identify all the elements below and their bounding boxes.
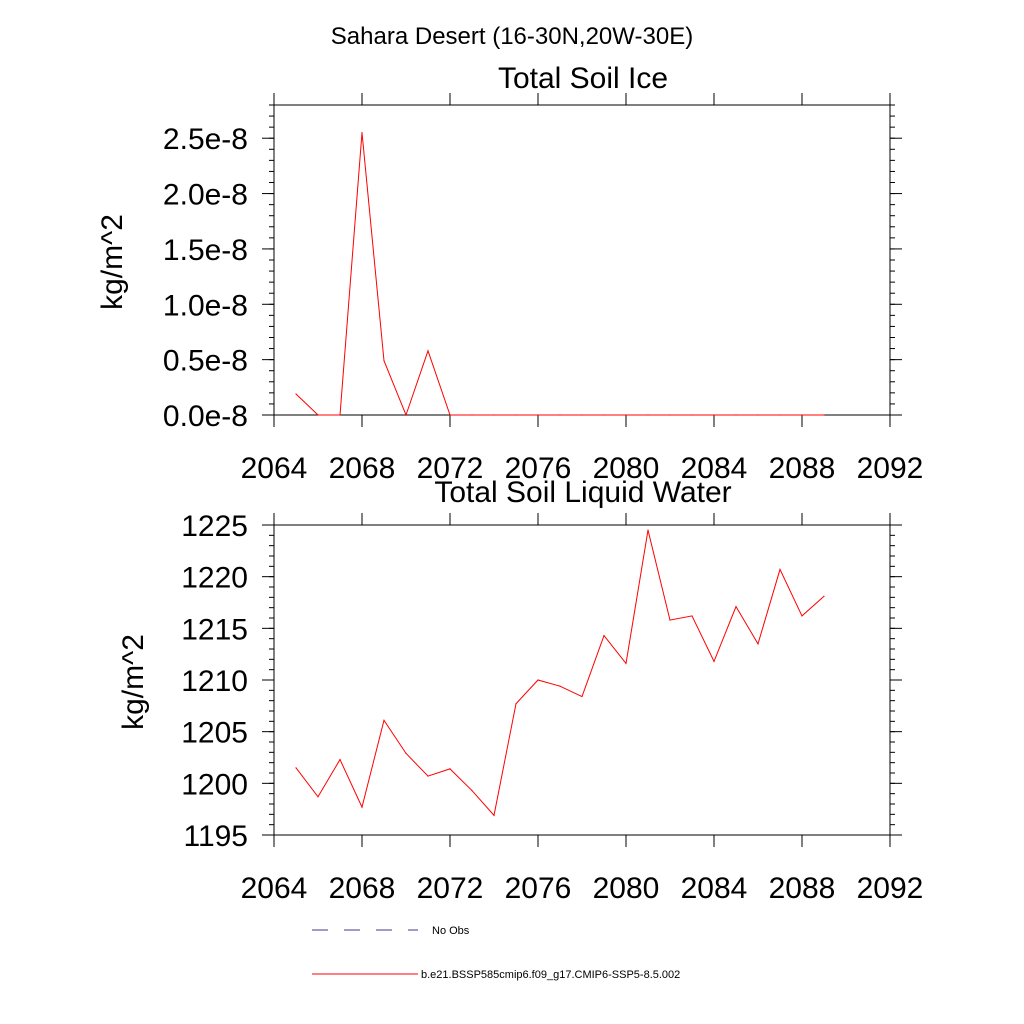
legend: No Obs b.e21.BSSP585cmip6.f09_g17.CMIP6-… [312,925,680,981]
series-layer [295,529,825,817]
data-point [295,393,297,395]
y-ticks: 1195 1200 1205 1210 1215 1220 1225 [181,510,902,853]
panel-title: Total Soil Ice [498,62,668,95]
legend-label-model: b.e21.BSSP585cmip6.f09_g17.CMIP6-SSP5-8.… [421,969,680,981]
x-ticks: 2064 2068 2072 2076 2080 2084 2088 2092 [241,93,924,485]
data-point [449,414,451,416]
data-point [295,767,297,769]
y-tick-label: 1220 [181,562,248,595]
data-point [405,752,407,754]
data-point [493,814,495,816]
data-point [559,685,561,687]
figure-title: Sahara Desert (16-30N,20W-30E) [331,23,693,50]
data-point [317,414,319,416]
data-point [801,615,803,617]
data-point [317,796,319,798]
y-tick-label: 1.0e-8 [163,289,248,322]
data-point [603,634,605,637]
y-tick-label: 1225 [181,510,248,543]
x-tick-label: 2064 [241,452,308,485]
data-point [779,414,781,416]
data-point [691,615,693,617]
y-tick-label: 2.5e-8 [163,123,248,156]
data-point [383,719,385,721]
data-point [361,132,363,134]
data-point [471,789,473,792]
data-point [823,595,825,597]
data-point [537,679,539,681]
data-point [559,414,561,416]
series-line [295,132,824,417]
data-point [581,414,583,416]
data-point [625,414,627,416]
data-point [801,414,803,416]
y-ticks: 0.0e-8 0.5e-8 1.0e-8 1.5e-8 2.0e-8 2.5e-8 [163,104,902,433]
series-layer [295,132,825,417]
y-tick-label: 1195 [183,820,248,853]
y-axis-label: kg/m^2 [117,634,150,730]
panel-soil-liquid-water: Total Soil Liquid Water kg/m^2 2064 2068 2… [117,476,923,905]
x-tick-label: 2084 [681,452,748,485]
data-point [647,414,649,416]
data-point [735,414,737,416]
data-point [669,619,671,621]
panel-title: Total Soil Liquid Water [434,476,731,509]
data-point [515,414,517,416]
data-point [757,643,759,645]
data-point [713,414,715,416]
data-point [339,758,341,761]
data-point [515,703,517,705]
y-tick-label: 1.5e-8 [163,234,248,267]
x-tick-label: 2064 [241,872,308,905]
data-point [669,414,671,416]
data-point [427,775,429,777]
x-tick-label: 2076 [505,872,572,905]
y-tick-label: 1215 [181,613,248,646]
x-ticks: 2064 2068 2072 2076 2080 2084 2088 2092 [241,513,924,905]
x-tick-label: 2088 [769,872,836,905]
panel-soil-ice: Total Soil Ice kg/m^2 2064 2068 2072 2076 20… [96,62,923,485]
y-tick-label: 0.0e-8 [163,400,248,433]
x-tick-label: 2068 [329,872,396,905]
series-line [295,530,825,817]
y-tick-label: 2.0e-8 [163,179,248,212]
x-tick-label: 2072 [417,872,484,905]
data-point [691,414,693,416]
x-tick-label: 2092 [857,872,924,905]
data-point [647,529,649,531]
data-point [779,568,781,571]
data-point [493,414,495,416]
x-tick-label: 2076 [505,452,572,485]
y-axis-label: kg/m^2 [96,214,129,310]
x-tick-label: 2080 [593,872,660,905]
data-point [735,606,737,608]
x-tick-label: 2080 [593,452,660,485]
x-tick-label: 2072 [417,452,484,485]
data-point [757,414,759,416]
legend-label-no-obs: No Obs [432,925,470,937]
y-tick-label: 1205 [181,717,248,750]
data-point [823,414,825,416]
data-point [713,660,715,663]
data-point [405,414,407,416]
data-point [361,806,363,808]
data-point [625,662,627,665]
x-tick-label: 2088 [769,452,836,485]
data-point [449,768,451,770]
x-tick-label: 2068 [329,452,396,485]
data-point [471,414,473,416]
x-tick-label: 2092 [857,452,924,485]
data-point [427,350,429,352]
data-point [339,414,341,416]
data-point [603,414,605,416]
data-point [537,414,539,416]
data-point [581,695,583,698]
y-tick-label: 0.5e-8 [163,345,248,378]
x-tick-label: 2084 [681,872,748,905]
y-tick-label: 1200 [181,768,248,801]
y-tick-label: 1210 [181,665,248,698]
data-point [383,360,385,362]
plot-frame [273,104,891,416]
